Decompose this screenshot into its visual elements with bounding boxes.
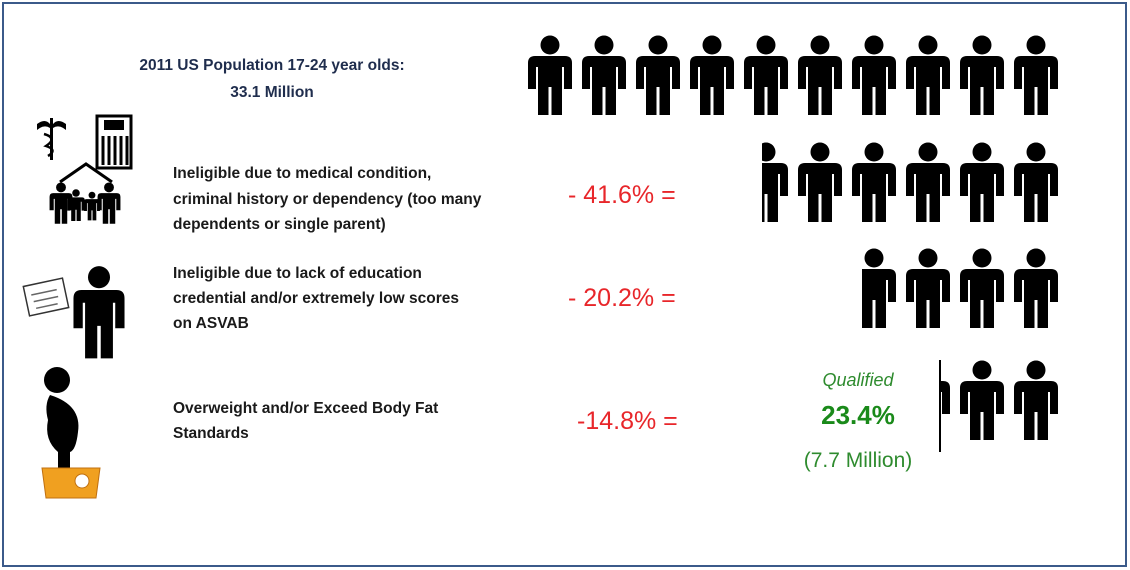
people-row [762,142,1058,222]
row-percent: -14.8% = [577,407,678,435]
row-text: Ineligible due to medical condition, [173,165,431,182]
qualified-count: (7.7 Million) [804,449,913,472]
qualified-percent: 23.4% [821,400,895,430]
row-text: dependents or single parent) [173,216,386,233]
row-text: credential and/or extremely low scores [173,290,459,307]
row-text: Ineligible due to lack of education [173,265,422,282]
people-row [862,248,1058,328]
row-text: Standards [173,425,249,442]
row-text: criminal history or dependency (too many [173,191,482,208]
header-line: 2011 US Population 17-24 year olds: [139,57,404,74]
qualified-label: Qualified [822,370,894,390]
population-row [528,35,1058,115]
row-percent: - 20.2% = [568,284,676,312]
people-row [940,360,1058,440]
medical-icon [37,118,66,160]
header-line: 33.1 Million [230,84,314,101]
row-percent: - 41.6% = [568,181,676,209]
jail-icon [95,114,133,170]
row-text: on ASVAB [173,315,249,332]
row-text: Overweight and/or Exceed Body Fat [173,400,438,417]
test-icon [22,266,125,359]
weight-icon [41,367,101,499]
family-icon [49,162,121,224]
